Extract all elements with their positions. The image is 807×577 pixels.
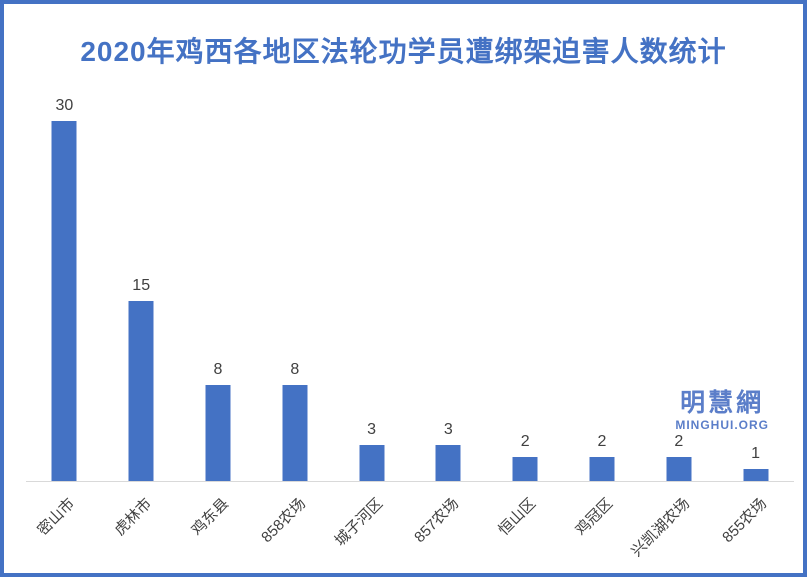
watermark: 明慧網 MINGHUI.ORG — [675, 389, 769, 432]
bar-column: 30 密山市 — [26, 97, 103, 539]
plot-area: 30 密山市 15 虎林市 8 鸡东县 8 858农场 3 城子河区 3 857农场 2 恒山区 2 鸡冠区 2… — [26, 97, 794, 560]
bar-column: 3 城子河区 — [331, 99, 410, 550]
bar — [359, 445, 385, 481]
bar-value-label: 2 — [520, 433, 530, 450]
bar-value-label: 8 — [213, 361, 223, 378]
bar — [128, 301, 154, 481]
bar-value-label: 1 — [751, 445, 761, 462]
chart-title: 2020年鸡西各地区法轮功学员遭绑架迫害人数统计 — [80, 36, 727, 67]
bar-value-label: 3 — [367, 421, 377, 438]
watermark-logo-cn: 明慧網 — [680, 389, 765, 417]
x-axis-label: 虎林市 — [111, 495, 156, 539]
bar — [743, 469, 769, 481]
bar-value-label: 15 — [132, 277, 151, 294]
x-axis-label: 855农场 — [718, 495, 770, 547]
x-axis-label: 兴凯湖农场 — [627, 495, 693, 561]
bar-column: 2 鸡冠区 — [564, 99, 641, 539]
x-axis-label: 城子河区 — [331, 495, 386, 550]
bar — [51, 121, 77, 481]
x-axis-label: 密山市 — [34, 495, 79, 539]
x-axis-label: 鸡冠区 — [572, 495, 617, 539]
bar-column: 1 855农场 — [717, 99, 794, 546]
bar — [512, 457, 538, 481]
bar-column: 2 恒山区 — [487, 99, 564, 539]
bar-value-label: 2 — [597, 433, 607, 450]
bar — [589, 457, 615, 481]
bar-value-label: 2 — [674, 433, 684, 450]
x-axis-label: 鸡东县 — [188, 495, 233, 539]
bar-column: 2 兴凯湖农场 — [628, 99, 717, 560]
bar-column: 15 虎林市 — [103, 99, 180, 539]
bar-column: 8 858农场 — [256, 99, 333, 546]
watermark-logo-en: MINGHUI.ORG — [675, 418, 769, 432]
x-axis-label: 857农场 — [411, 495, 463, 547]
x-axis-label: 858农场 — [258, 495, 309, 547]
bar — [205, 385, 231, 481]
bar-value-label: 3 — [443, 421, 453, 438]
bar-value-label: 8 — [290, 361, 300, 378]
bar-column: 3 857农场 — [410, 99, 487, 546]
bar-column: 8 鸡东县 — [180, 99, 257, 539]
x-axis-label: 恒山区 — [495, 495, 540, 539]
bar — [435, 445, 461, 481]
bar — [282, 385, 308, 481]
bar-value-label: 30 — [55, 97, 74, 114]
bar — [666, 457, 692, 481]
x-axis-line — [26, 481, 794, 482]
